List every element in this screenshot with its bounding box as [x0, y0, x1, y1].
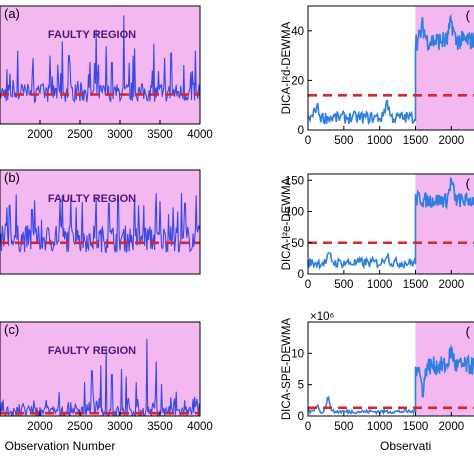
axes-frame: [0, 321, 201, 417]
axes-frame: [0, 5, 201, 125]
axes-frame: [307, 321, 474, 417]
axes-frame: [307, 173, 474, 275]
axes-frame: [307, 5, 474, 131]
x-tick-label: 2000: [27, 421, 53, 433]
y-tick-label: 5: [298, 380, 304, 392]
x-tick-label: 1000: [367, 279, 393, 291]
panel-label: (: [466, 176, 471, 191]
data-series-line: [307, 13, 474, 126]
panel-left-b: [0, 169, 201, 275]
x-tick-label: 3000: [107, 129, 133, 141]
panel-label: (c): [4, 322, 19, 337]
faulty-region-shading: [0, 6, 200, 124]
x-tick-label: 2500: [67, 129, 93, 141]
panel-label: (: [466, 8, 471, 23]
panel-left-a: [0, 5, 201, 125]
data-series-line: [0, 338, 201, 418]
y-tick-label: 150: [285, 175, 304, 187]
panel-right-c: [307, 321, 474, 417]
faulty-region-shading: [0, 170, 200, 274]
y-axis-label: DICA-I²d-DEWMA: [281, 21, 293, 114]
x-tick-label: 3500: [147, 421, 173, 433]
x-tick-label: 2000: [439, 135, 465, 147]
faulty-region-shading: [415, 6, 474, 130]
panel-left-c: [0, 321, 201, 418]
x-tick-label: 500: [334, 135, 353, 147]
faulty-region-label: FAULTY REGION: [48, 345, 136, 357]
panel-label: (: [466, 324, 471, 339]
x-tick-label: 1500: [403, 421, 429, 433]
x-tick-label: 0: [305, 135, 311, 147]
panel-right-a: [307, 5, 474, 131]
faulty-region-label: FAULTY REGION: [48, 193, 136, 205]
x-tick-label: 3000: [107, 421, 133, 433]
x-axis-label: Observati: [380, 439, 431, 453]
data-series-line: [307, 344, 474, 416]
y-tick-label: 50: [291, 238, 304, 250]
faulty-region-label: FAULTY REGION: [48, 29, 136, 41]
x-axis-label: Observation Number: [5, 439, 116, 453]
data-series-line: [307, 176, 474, 271]
y-tick-label: 100: [285, 207, 304, 219]
x-tick-label: 1500: [403, 135, 429, 147]
y-tick-label: 40: [291, 26, 304, 38]
x-tick-label: 0: [305, 279, 311, 291]
exponent-label: ×10⁶: [310, 311, 335, 323]
faulty-region-shading: [415, 174, 474, 274]
data-series-line: [0, 15, 201, 104]
axes-frame: [0, 169, 201, 275]
x-tick-label: 2000: [439, 421, 465, 433]
panel-label: (b): [4, 170, 20, 185]
panel-label: (a): [4, 6, 20, 21]
y-tick-label: 0: [298, 411, 304, 423]
x-tick-label: 1000: [367, 421, 393, 433]
y-axis-label: DICA-I²e-DEWMA: [281, 177, 293, 270]
x-tick-label: 0: [305, 421, 311, 433]
x-tick-label: 2000: [27, 129, 53, 141]
x-tick-label: 2500: [67, 421, 93, 433]
panel-right-b: [307, 173, 474, 275]
x-tick-label: 2000: [439, 279, 465, 291]
y-tick-label: 10: [291, 348, 304, 360]
x-tick-label: 500: [334, 421, 353, 433]
x-tick-label: 500: [334, 279, 353, 291]
x-tick-label: 3500: [147, 129, 173, 141]
x-tick-label: 1000: [367, 135, 393, 147]
y-axis-label: DICA-SPE-DEWMA: [281, 318, 293, 421]
y-tick-label: 0: [298, 269, 304, 281]
x-tick-label: 1500: [403, 279, 429, 291]
y-tick-label: 0: [298, 125, 304, 137]
y-tick-label: 20: [291, 75, 304, 87]
data-series-line: [0, 192, 201, 254]
x-tick-label: 4000: [187, 129, 213, 141]
x-tick-label: 4000: [187, 421, 213, 433]
